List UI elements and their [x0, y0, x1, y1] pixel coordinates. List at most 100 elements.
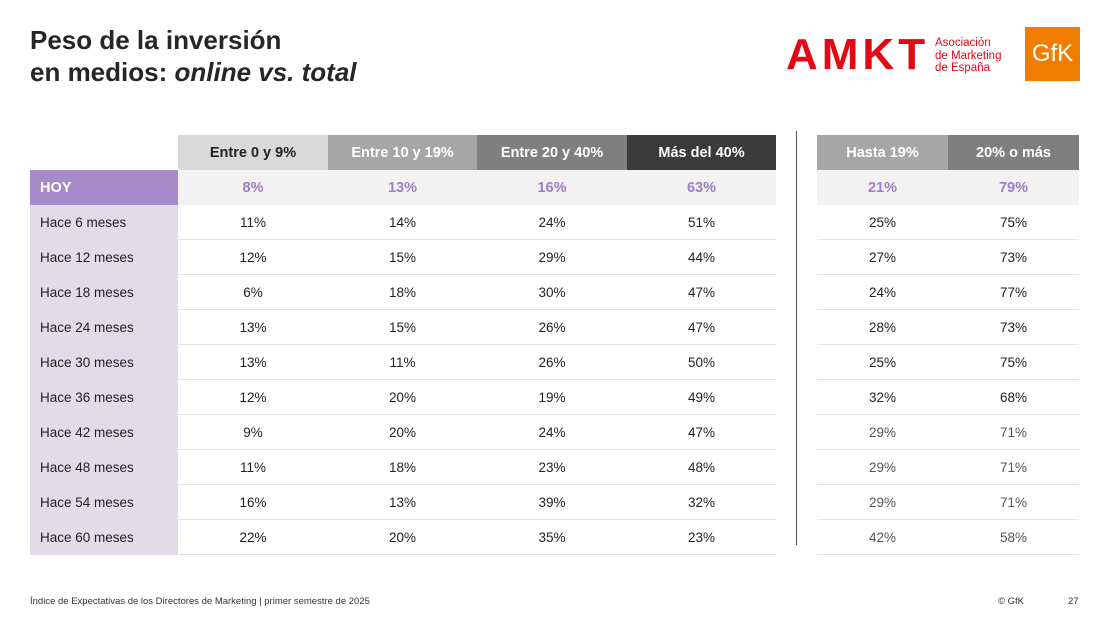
cell-value: 49% — [687, 390, 716, 405]
cell-value: 50% — [687, 355, 716, 370]
row-separator — [817, 414, 1079, 415]
cell-value: 71% — [999, 425, 1028, 440]
cell-value: 75% — [999, 215, 1028, 230]
cell-value: 47% — [687, 425, 716, 440]
assoc-line: de Marketing — [935, 49, 1002, 62]
row-separator — [817, 379, 1079, 380]
title-text: en medios: — [30, 57, 175, 87]
column-header: Hasta 19% — [817, 135, 948, 170]
cell-value: 15% — [388, 250, 417, 265]
cell-value: 48% — [687, 460, 716, 475]
highlight-row — [178, 170, 776, 205]
cell-value: 71% — [999, 460, 1028, 475]
cell-value: 68% — [999, 390, 1028, 405]
cell-value: 30% — [538, 285, 566, 300]
cell-value: 16% — [239, 495, 267, 510]
cell-value: 16% — [537, 179, 567, 196]
row-label: Hace 30 meses — [30, 345, 178, 380]
column-header: Más del 40% — [627, 135, 776, 170]
cell-value: 18% — [388, 285, 417, 300]
title-line: en medios: online vs. total — [30, 56, 357, 88]
cell-value: 58% — [999, 530, 1028, 545]
row-separator — [178, 344, 776, 345]
cell-value: 11% — [389, 355, 416, 370]
title: Peso de la inversión en medios: online v… — [30, 24, 357, 88]
column-header: Entre 0 y 9% — [178, 135, 328, 170]
title-line: Peso de la inversión — [30, 25, 282, 55]
cell-value: 14% — [388, 215, 417, 230]
footer-source: Índice de Expectativas de los Directores… — [30, 596, 370, 607]
row-separator — [817, 554, 1079, 555]
row-separator — [178, 309, 776, 310]
row-label: Hace 18 meses — [30, 275, 178, 310]
row-label: Hace 60 meses — [30, 520, 178, 555]
row-separator — [178, 274, 776, 275]
row-separator — [178, 239, 776, 240]
amkt-logo: AMKT — [786, 30, 930, 79]
cell-value: 42% — [868, 530, 897, 545]
cell-value: 63% — [686, 179, 717, 196]
cell-value: 19% — [538, 390, 566, 405]
cell-value: 20% — [388, 390, 417, 405]
cell-value: 29% — [868, 495, 897, 510]
gfk-logo: GfK — [1025, 27, 1080, 81]
row-separator — [178, 484, 776, 485]
cell-value: 79% — [998, 179, 1029, 196]
row-separator — [178, 554, 776, 555]
row-label: HOY — [30, 170, 178, 205]
cell-value: 8% — [242, 179, 264, 196]
row-separator — [178, 519, 776, 520]
cell-value: 29% — [868, 425, 897, 440]
row-label: Hace 54 meses — [30, 485, 178, 520]
cell-value: 24% — [538, 425, 566, 440]
row-label: Hace 24 meses — [30, 310, 178, 345]
highlight-row — [817, 170, 1079, 205]
cell-value: 21% — [867, 179, 898, 196]
cell-value: 75% — [999, 355, 1028, 370]
cell-value: 25% — [868, 355, 897, 370]
cell-value: 35% — [538, 530, 566, 545]
cell-value: 73% — [999, 250, 1028, 265]
cell-value: 12% — [239, 390, 267, 405]
cell-value: 13% — [387, 179, 418, 196]
row-label: Hace 42 meses — [30, 415, 178, 450]
cell-value: 26% — [538, 320, 566, 335]
cell-value: 6% — [243, 285, 263, 300]
row-separator — [817, 274, 1079, 275]
footer-copyright: © GfK — [998, 596, 1025, 607]
row-separator — [817, 239, 1079, 240]
cell-value: 51% — [687, 215, 716, 230]
row-label: Hace 6 meses — [30, 205, 178, 240]
cell-value: 47% — [687, 285, 716, 300]
cell-value: 71% — [999, 495, 1028, 510]
cell-value: 44% — [687, 250, 716, 265]
row-separator — [178, 449, 776, 450]
page-number: 27 — [1068, 596, 1079, 607]
cell-value: 20% — [388, 425, 417, 440]
row-separator — [178, 379, 776, 380]
assoc-name: Asociación de Marketing de España — [935, 37, 1001, 75]
cell-value: 22% — [239, 530, 267, 545]
row-separator — [817, 449, 1079, 450]
cell-value: 9% — [243, 425, 263, 440]
column-header: 20% o más — [948, 135, 1079, 170]
cell-value: 47% — [687, 320, 716, 335]
cell-value: 29% — [538, 250, 566, 265]
cell-value: 11% — [239, 460, 267, 475]
row-separator — [817, 309, 1079, 310]
cell-value: 11% — [239, 215, 267, 230]
title-italic: online vs. total — [174, 57, 357, 87]
assoc-line: Asociación — [935, 37, 991, 49]
cell-value: 15% — [388, 320, 417, 335]
cell-value: 20% — [388, 530, 417, 545]
row-label: Hace 36 meses — [30, 380, 178, 415]
cell-value: 28% — [868, 320, 897, 335]
cell-value: 32% — [687, 495, 716, 510]
cell-value: 23% — [538, 460, 566, 475]
cell-value: 23% — [687, 530, 716, 545]
column-header: Entre 10 y 19% — [328, 135, 477, 170]
row-label: Hace 12 meses — [30, 240, 178, 275]
cell-value: 77% — [999, 285, 1028, 300]
assoc-line: de España — [935, 62, 990, 74]
